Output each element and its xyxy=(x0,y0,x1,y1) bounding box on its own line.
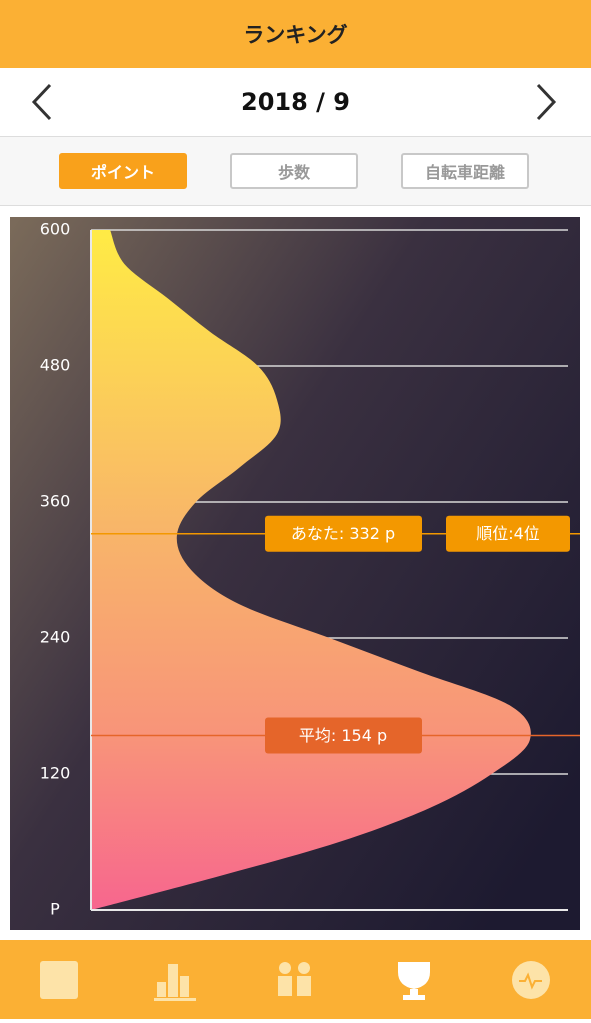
next-button[interactable] xyxy=(530,82,560,122)
icon-people[interactable] xyxy=(278,962,311,996)
icon-heart[interactable] xyxy=(512,961,550,999)
icon-list[interactable] xyxy=(40,961,78,999)
y-tick-label: 360 xyxy=(40,492,71,511)
tab-icons xyxy=(40,961,550,1001)
rank-label: 順位:4位 xyxy=(476,524,540,543)
y-tick-label: 600 xyxy=(40,220,71,239)
tab-bar: ポイント 歩数 自転車距離 xyxy=(0,137,591,206)
header: ランキング xyxy=(0,0,591,68)
y-tick-label: 480 xyxy=(40,356,71,375)
tab[interactable]: 自転車距離 xyxy=(401,153,529,189)
marker-label: 平均: 154 p xyxy=(299,726,387,745)
rank-label-box xyxy=(446,515,570,552)
y-tick-label: 120 xyxy=(40,764,71,783)
marker-label-box xyxy=(265,717,422,754)
tab[interactable]: ポイント xyxy=(59,153,187,189)
prev-button[interactable] xyxy=(28,82,58,122)
y-tick-label: P xyxy=(50,900,60,919)
bottom-tab-bar xyxy=(0,940,591,1019)
period: 2018 / 9 xyxy=(241,88,350,116)
marker-label: あなた: 332 p xyxy=(291,524,395,543)
icon-bars[interactable] xyxy=(154,964,196,1001)
y-tick-label: 240 xyxy=(40,628,71,647)
marker-label-box xyxy=(265,515,422,552)
tab[interactable]: 歩数 xyxy=(230,153,358,189)
header-title: ランキング xyxy=(243,23,348,47)
icon-trophy[interactable] xyxy=(398,962,430,1000)
month-nav: 2018 / 9 xyxy=(0,68,591,137)
